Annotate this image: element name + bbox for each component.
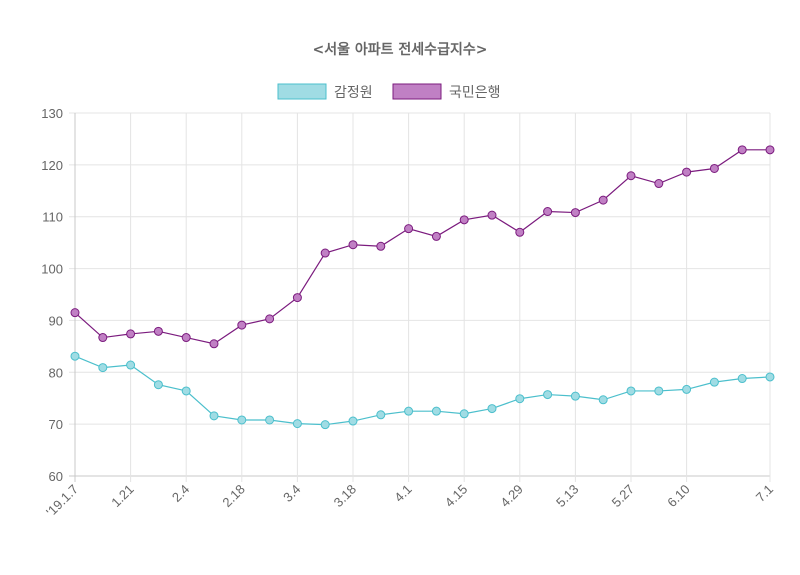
data-point[interactable] <box>626 386 636 396</box>
x-tick-label: 5.27 <box>609 482 638 511</box>
series-line <box>74 149 770 345</box>
data-point[interactable] <box>70 308 80 318</box>
data-point[interactable] <box>376 410 386 420</box>
data-point[interactable] <box>98 333 108 343</box>
data-point[interactable] <box>181 386 191 396</box>
y-axis: 60 70 80 90 100 110 120 130 <box>41 106 63 484</box>
legend-swatch-0[interactable] <box>277 83 327 100</box>
x-tick-label: '19.1.7 <box>43 482 81 520</box>
series-0 <box>70 351 775 430</box>
data-point[interactable] <box>570 208 580 218</box>
chart-title: <서울 아파트 전세수급지수> <box>313 41 488 58</box>
x-tick-label: 4.29 <box>497 482 526 511</box>
data-point[interactable] <box>209 339 219 349</box>
x-tick-label: 1.21 <box>108 482 137 511</box>
data-point[interactable] <box>98 363 108 373</box>
data-point[interactable] <box>626 171 636 181</box>
data-point[interactable] <box>737 374 747 384</box>
data-point[interactable] <box>320 420 330 430</box>
legend-label-1[interactable]: 국민은행 <box>449 85 501 101</box>
x-tick-label: 6.10 <box>664 482 693 511</box>
y-tick-label: 80 <box>49 365 63 380</box>
data-point[interactable] <box>431 406 441 416</box>
data-point[interactable] <box>515 394 525 404</box>
x-tick-label: 3.4 <box>280 482 303 505</box>
data-point[interactable] <box>654 179 664 189</box>
data-point[interactable] <box>292 293 302 303</box>
x-tick-label: 2.4 <box>169 482 192 505</box>
x-tick-label: 5.13 <box>553 482 582 511</box>
data-point[interactable] <box>404 224 414 234</box>
y-tick-label: 100 <box>41 262 63 277</box>
y-tick-label: 110 <box>42 210 63 225</box>
series-1 <box>70 145 775 349</box>
series <box>70 145 775 430</box>
data-point[interactable] <box>376 241 386 251</box>
data-point[interactable] <box>570 391 580 401</box>
data-point[interactable] <box>237 415 247 425</box>
data-point[interactable] <box>487 404 497 414</box>
grid <box>69 112 771 482</box>
data-point[interactable] <box>598 195 608 205</box>
data-point[interactable] <box>348 240 358 250</box>
legend-label-0[interactable]: 감정원 <box>334 85 373 101</box>
data-point[interactable] <box>654 386 664 396</box>
data-point[interactable] <box>515 227 525 237</box>
data-point[interactable] <box>126 329 136 339</box>
x-tick-label: 4.1 <box>391 482 414 505</box>
data-point[interactable] <box>70 351 80 361</box>
data-point[interactable] <box>348 416 358 426</box>
data-point[interactable] <box>459 409 469 419</box>
legend: 감정원 국민은행 <box>277 83 501 101</box>
data-point[interactable] <box>737 145 747 155</box>
y-tick-label: 70 <box>49 417 63 432</box>
data-point[interactable] <box>292 419 302 429</box>
x-tick-label: 7.1 <box>753 482 776 505</box>
data-point[interactable] <box>209 411 219 421</box>
legend-swatch-1[interactable] <box>392 83 442 100</box>
data-point[interactable] <box>237 320 247 330</box>
data-point[interactable] <box>431 231 441 241</box>
x-tick-label: 4.15 <box>442 482 471 511</box>
y-tick-label: 90 <box>49 313 63 328</box>
data-point[interactable] <box>682 167 692 177</box>
data-point[interactable] <box>543 207 553 217</box>
data-point[interactable] <box>153 380 163 390</box>
data-point[interactable] <box>598 395 608 405</box>
data-point[interactable] <box>153 326 163 336</box>
data-point[interactable] <box>487 210 497 220</box>
data-point[interactable] <box>765 145 775 155</box>
y-tick-label: 130 <box>41 106 63 121</box>
x-tick-label: 2.18 <box>219 482 248 511</box>
data-point[interactable] <box>765 372 775 382</box>
data-point[interactable] <box>181 333 191 343</box>
data-point[interactable] <box>126 360 136 370</box>
data-point[interactable] <box>320 248 330 258</box>
y-tick-label: 120 <box>41 158 63 173</box>
series-line <box>74 355 771 426</box>
data-point[interactable] <box>709 377 719 387</box>
x-axis: '19.1.7 1.21 2.4 2.18 3.4 3.18 4.1 4.15 4.29 5.13… <box>43 482 776 520</box>
data-point[interactable] <box>682 384 692 394</box>
data-point[interactable] <box>709 163 719 173</box>
data-point[interactable] <box>265 415 275 425</box>
data-point[interactable] <box>459 215 469 225</box>
y-tick-label: 60 <box>49 469 63 484</box>
data-point[interactable] <box>404 406 414 416</box>
data-point[interactable] <box>265 314 275 324</box>
x-tick-label: 3.18 <box>331 482 360 511</box>
data-point[interactable] <box>543 390 553 400</box>
